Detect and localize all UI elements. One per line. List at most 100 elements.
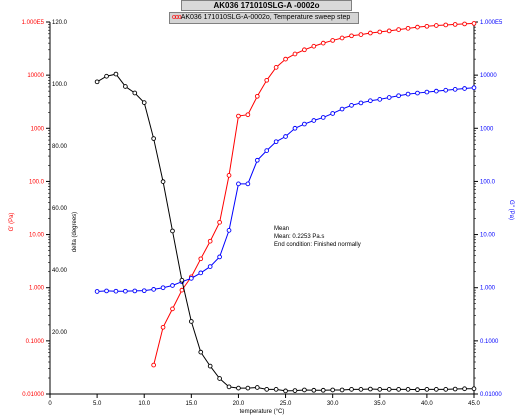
data-point <box>292 388 298 393</box>
data-point <box>104 73 109 79</box>
data-point <box>264 148 270 153</box>
data-point <box>462 386 467 392</box>
data-point <box>226 228 232 233</box>
data-point <box>113 71 119 77</box>
data-point <box>424 387 430 392</box>
x-tick-label: 0 <box>48 401 52 407</box>
data-point <box>302 47 307 53</box>
data-point <box>368 30 373 36</box>
data-point <box>179 287 185 293</box>
data-point <box>254 93 260 99</box>
series-g-double-prime <box>94 85 477 294</box>
data-point <box>443 387 449 392</box>
data-point <box>151 287 156 292</box>
data-point <box>424 89 430 95</box>
data-point <box>311 43 317 49</box>
data-point <box>415 90 420 96</box>
data-point <box>320 40 326 46</box>
data-point <box>170 306 175 312</box>
data-point <box>302 387 307 393</box>
y-right-tick-label: 1.000 <box>480 286 496 292</box>
data-point <box>254 385 260 390</box>
chart-title: AK036 171010SLG-A -0002o <box>181 0 352 11</box>
series-line <box>153 22 475 366</box>
data-point <box>236 385 241 391</box>
axes <box>46 21 478 398</box>
data-point <box>377 387 383 392</box>
data-point <box>160 285 166 291</box>
y-right-tick-label: 10.00 <box>480 233 496 239</box>
data-point <box>292 125 298 131</box>
data-point <box>433 23 439 28</box>
data-point <box>94 79 100 85</box>
data-point <box>207 363 213 369</box>
data-point <box>339 106 345 112</box>
series-layer <box>94 21 477 394</box>
y-right-tick-label: 0.1000 <box>480 339 499 345</box>
data-point <box>273 139 279 145</box>
data-point <box>396 387 401 392</box>
data-point <box>452 87 458 92</box>
data-point <box>302 121 307 127</box>
y-left-tick-label: 0.01000 <box>22 392 44 398</box>
data-point <box>443 22 449 28</box>
data-point <box>443 87 449 93</box>
data-point <box>311 387 317 393</box>
y-right-tick-label: 1.000E5 <box>480 20 503 26</box>
y-axis-mid-label: delta (degrees) <box>72 212 78 252</box>
data-point <box>452 386 458 392</box>
data-point <box>283 56 288 62</box>
data-point <box>320 387 326 393</box>
y-left-tick-label: 1000 <box>31 126 45 132</box>
data-point <box>377 29 383 35</box>
data-point <box>311 118 317 123</box>
data-point <box>462 21 467 27</box>
data-point <box>170 228 175 234</box>
x-tick-label: 5.0 <box>93 401 102 407</box>
data-point <box>123 84 128 89</box>
x-tick-label: 45.0 <box>468 401 480 407</box>
data-point <box>113 288 119 294</box>
x-axis-label: temperature (°C) <box>240 409 285 415</box>
data-point <box>254 157 260 163</box>
data-point <box>170 283 175 288</box>
data-point <box>151 136 156 141</box>
data-point <box>104 288 109 294</box>
y-left-tick-label: 0.1000 <box>26 339 45 345</box>
data-point <box>198 349 204 355</box>
data-point <box>236 113 241 119</box>
data-point <box>415 24 420 30</box>
data-point <box>424 23 430 29</box>
x-tick-label: 40.0 <box>421 401 433 407</box>
tick-labels: 0 5.0 10.0 15.0 20.0 25.0 30.0 35.0 40.0 45.00.01… <box>22 20 503 407</box>
data-point <box>339 35 345 41</box>
data-point <box>368 386 373 392</box>
data-point <box>386 387 392 392</box>
legend-symbols: ooo <box>172 14 182 21</box>
data-point <box>132 90 138 96</box>
y-mid-tick-label: 100.0 <box>52 82 68 88</box>
data-point <box>188 276 194 281</box>
data-point <box>123 288 128 294</box>
x-tick-label: 15.0 <box>185 401 197 407</box>
data-point <box>405 387 411 392</box>
x-tick-label: 25.0 <box>280 401 292 407</box>
data-point <box>452 22 458 27</box>
data-point <box>471 85 477 91</box>
data-point <box>132 288 138 294</box>
y-axis-left-label: G' (Pa) <box>9 213 15 232</box>
data-point <box>273 65 279 70</box>
x-tick-label: 35.0 <box>374 401 386 407</box>
data-point <box>349 387 354 392</box>
data-point <box>226 384 232 390</box>
series-line <box>97 87 475 292</box>
annotation-line-3: End condition: Finished normally <box>274 242 361 248</box>
data-point <box>94 289 100 294</box>
data-point <box>471 386 477 392</box>
y-mid-tick-label: 120.0 <box>52 20 68 26</box>
series-g-prime <box>151 21 477 368</box>
data-point <box>160 324 166 330</box>
data-point <box>141 100 147 105</box>
data-point <box>330 111 336 116</box>
data-point <box>349 103 354 108</box>
